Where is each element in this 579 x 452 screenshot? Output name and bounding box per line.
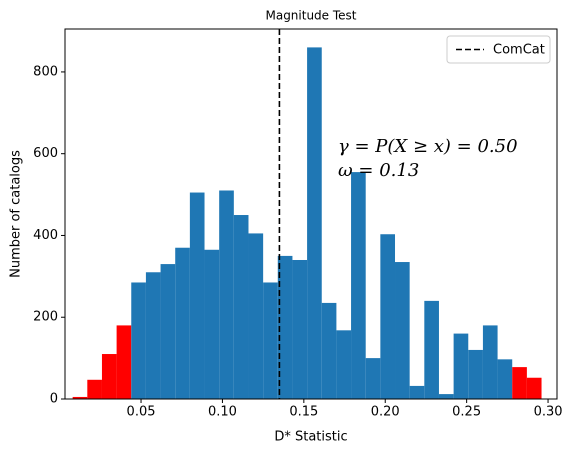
histogram-bar	[307, 47, 322, 399]
y-tick-label: 200	[33, 310, 58, 325]
plot-frame	[64, 28, 558, 400]
histogram-bar	[219, 190, 234, 399]
x-tick-label: 0.30	[534, 405, 563, 420]
y-tick-label: 800	[33, 64, 58, 79]
x-axis-label: D* Statistic	[274, 430, 347, 445]
histogram-bar	[233, 215, 249, 399]
histogram-bar	[175, 247, 190, 399]
histogram-bar	[365, 358, 381, 399]
x-tick-label: 0.15	[289, 405, 318, 420]
histogram-bar	[395, 262, 410, 399]
histogram-bar	[87, 379, 102, 399]
histogram-bar	[204, 249, 220, 399]
histogram-bar	[116, 325, 132, 399]
histogram-bar	[145, 272, 161, 399]
histogram-bar	[351, 172, 366, 399]
histogram-bar	[380, 234, 396, 399]
chart-title: Magnitude Test	[265, 9, 356, 23]
histogram-bar	[336, 330, 352, 399]
histogram-bar	[248, 233, 264, 399]
histogram-bar	[189, 192, 205, 399]
histogram-bar	[453, 333, 469, 399]
x-tick-label: 0.20	[371, 405, 400, 420]
y-tick-label: 600	[33, 146, 58, 161]
histogram-bar	[160, 264, 176, 399]
histogram-bar	[409, 385, 425, 399]
histogram-bar	[438, 394, 454, 399]
histogram-bar	[526, 377, 542, 399]
legend-box	[446, 35, 551, 64]
histogram-bar	[482, 325, 498, 399]
histogram-bar	[72, 396, 88, 399]
x-tick-label: 0.10	[208, 405, 237, 420]
x-tick-label: 0.05	[127, 405, 156, 420]
y-axis-label: Number of catalogs	[9, 150, 24, 278]
histogram-bar	[292, 259, 308, 399]
histogram-bar	[497, 359, 513, 399]
y-tick-label: 400	[33, 228, 58, 243]
x-tick-label: 0.25	[452, 405, 481, 420]
histogram-bar	[512, 367, 527, 399]
histogram-bar	[321, 302, 337, 399]
histogram-bar	[131, 282, 146, 399]
histogram-bar	[277, 255, 293, 399]
legend-label: ComCat	[493, 43, 545, 58]
histogram-bar	[101, 354, 117, 399]
annotation: γ = P(X ≥ x) = 0.50	[338, 136, 518, 157]
histogram-bar	[468, 349, 483, 399]
histogram-bar	[424, 300, 439, 399]
annotation: ω = 0.13	[338, 160, 419, 181]
y-tick-label: 0	[50, 392, 58, 407]
histogram-bar	[263, 282, 278, 399]
